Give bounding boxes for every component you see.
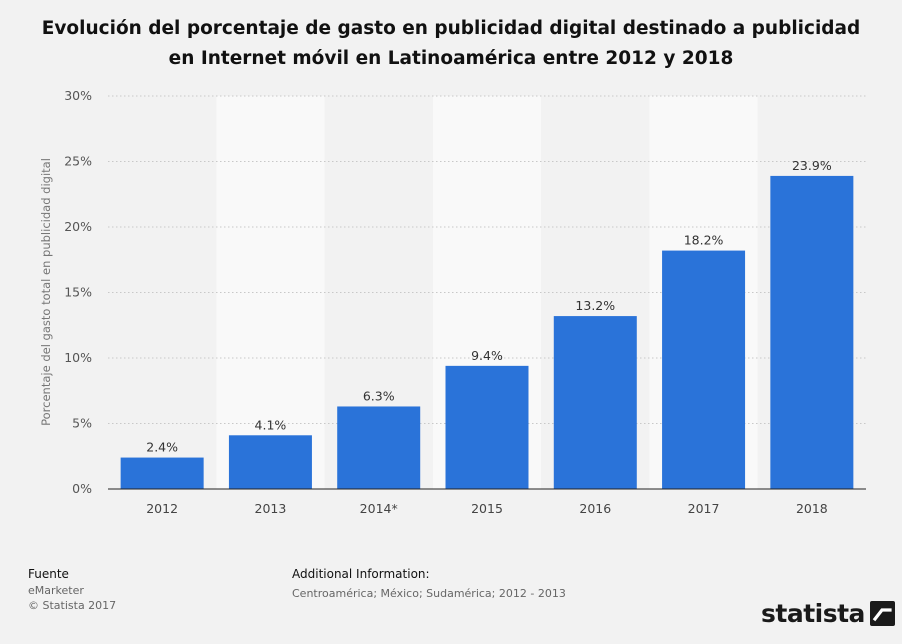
x-tick-label: 2012	[146, 501, 178, 516]
x-tick-label: 2016	[579, 501, 611, 516]
x-tick-label: 2017	[688, 501, 720, 516]
category-band	[108, 96, 217, 489]
y-tick-label: 5%	[72, 416, 92, 431]
source-name[interactable]: eMarketer	[28, 584, 84, 597]
bar-value-label: 13.2%	[575, 298, 615, 313]
y-tick-label: 20%	[64, 219, 92, 234]
bar[interactable]	[337, 406, 421, 489]
bar[interactable]	[770, 175, 854, 489]
additional-info-text: Centroamérica; México; Sudamérica; 2012 …	[292, 587, 566, 600]
x-tick-label: 2018	[796, 501, 828, 516]
bar-value-label: 18.2%	[684, 233, 724, 248]
source-block: Fuente eMarketer © Statista 2017	[28, 567, 116, 613]
chart-title: Evolución del porcentaje de gasto en pub…	[41, 18, 861, 69]
bar-value-label: 4.1%	[255, 417, 287, 432]
statista-logo[interactable]: statista	[761, 596, 895, 630]
statista-logo-icon	[869, 600, 895, 626]
y-tick-label: 10%	[64, 350, 92, 365]
y-tick-label: 0%	[72, 481, 92, 496]
y-axis-label: Porcentaje del gasto total en publicidad…	[39, 158, 53, 426]
bar-value-label: 6.3%	[363, 388, 395, 403]
x-tick-label: 2014*	[360, 501, 398, 516]
bar-chart: 0% 5% 10% 15% 20% 25% 30% 2.4% 4.1% 6.3% 9.4% 13.2…	[39, 88, 866, 516]
source-heading: Fuente	[28, 567, 69, 581]
y-tick-label: 25%	[64, 154, 92, 169]
copyright-text: © Statista 2017	[28, 599, 117, 612]
additional-info-block: Additional Information: Centroamérica; M…	[292, 567, 566, 601]
bar[interactable]	[228, 435, 312, 489]
bar-value-label: 9.4%	[471, 348, 503, 363]
x-tick-label: 2015	[471, 501, 503, 516]
y-tick-label: 30%	[64, 88, 92, 103]
bar[interactable]	[553, 316, 637, 489]
bar-value-label: 2.4%	[146, 440, 178, 455]
category-band	[216, 96, 325, 489]
bar[interactable]	[120, 457, 204, 489]
bar-value-label: 23.9%	[792, 158, 832, 173]
y-tick-label: 15%	[64, 285, 92, 300]
additional-info-heading: Additional Information:	[292, 567, 430, 581]
x-tick-label: 2013	[255, 501, 287, 516]
bar[interactable]	[662, 250, 746, 489]
logo-text: statista	[761, 598, 865, 628]
bar[interactable]	[445, 365, 529, 489]
